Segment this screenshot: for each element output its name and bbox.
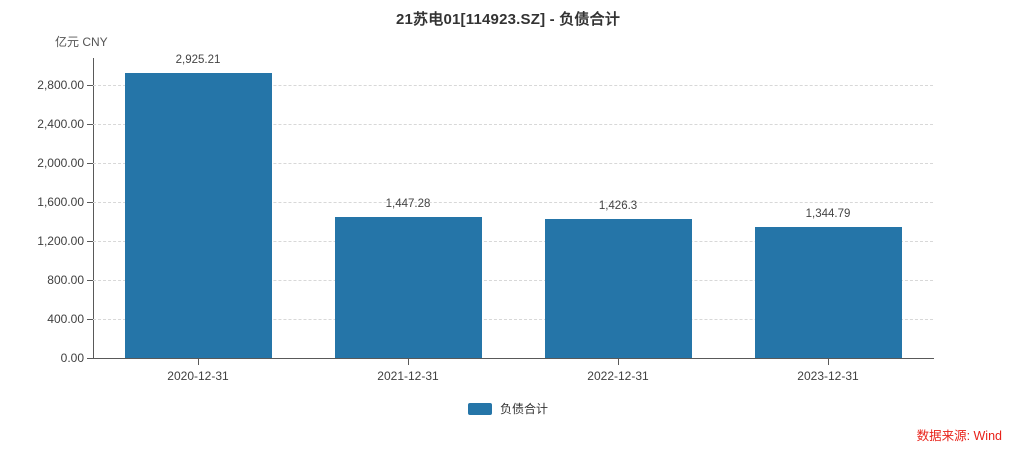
y-axis-tick bbox=[87, 358, 93, 359]
gridline bbox=[93, 163, 933, 164]
x-axis-tick bbox=[408, 359, 409, 365]
bar[interactable] bbox=[124, 72, 272, 358]
y-axis-tick bbox=[87, 124, 93, 125]
page-title: 21苏电01[114923.SZ] - 负债合计 bbox=[395, 11, 621, 28]
y-axis-tick bbox=[87, 163, 93, 164]
gridline bbox=[93, 241, 933, 242]
y-axis-tick-label: 400.00 bbox=[47, 312, 84, 326]
y-axis-line bbox=[93, 58, 94, 359]
legend-swatch-icon bbox=[467, 402, 492, 415]
plot-area bbox=[93, 60, 933, 358]
y-axis-tick-label: 2,400.00 bbox=[37, 117, 84, 131]
y-axis-tick bbox=[87, 319, 93, 320]
bar-value-label: 1,447.28 bbox=[385, 197, 431, 210]
y-axis-tick-labels: 0.00 400.00 800.00 1,200.00 1,600.00 2,000.00… bbox=[0, 60, 84, 365]
x-axis-line bbox=[93, 358, 934, 359]
y-axis-tick bbox=[87, 241, 93, 242]
gridline bbox=[93, 202, 933, 203]
y-axis-tick bbox=[87, 85, 93, 86]
gridline bbox=[93, 280, 933, 281]
y-axis-tick-label: 0.00 bbox=[60, 351, 84, 365]
y-axis-tick-label: 1,600.00 bbox=[37, 195, 84, 209]
y-axis-tick bbox=[87, 280, 93, 281]
gridline bbox=[93, 319, 933, 320]
data-source-note: 数据来源: Wind bbox=[916, 429, 1002, 443]
y-axis-tick bbox=[87, 202, 93, 203]
x-axis-tick bbox=[618, 359, 619, 365]
x-axis-tick bbox=[828, 359, 829, 365]
gridline bbox=[93, 124, 933, 125]
x-axis-ticks bbox=[93, 359, 933, 365]
legend-item-label: 负债合计 bbox=[499, 402, 548, 416]
y-axis-unit-label: 亿元 CNY bbox=[55, 35, 108, 49]
y-axis-tick-label: 2,000.00 bbox=[37, 156, 84, 170]
y-axis-tick-label: 2,800.00 bbox=[37, 78, 84, 92]
bar[interactable] bbox=[754, 226, 902, 358]
bar[interactable] bbox=[334, 216, 482, 358]
y-axis-tick-label: 800.00 bbox=[47, 273, 84, 287]
x-axis-tick-label: 2023-12-31 bbox=[797, 369, 859, 383]
bar-value-label: 2,925.21 bbox=[175, 53, 221, 66]
x-axis-tick-label: 2021-12-31 bbox=[377, 369, 439, 383]
legend-item-负债合计[interactable]: 负债合计 bbox=[467, 400, 548, 417]
x-axis-tick-labels: 2020-12-31 2021-12-31 2022-12-31 2023-12-31 bbox=[93, 369, 933, 389]
y-axis-ticks bbox=[87, 60, 93, 359]
y-axis-tick-label: 1,200.00 bbox=[37, 234, 84, 248]
x-axis-tick bbox=[198, 359, 199, 365]
x-axis-tick-label: 2020-12-31 bbox=[167, 369, 229, 383]
bar-value-label: 1,426.3 bbox=[598, 199, 638, 212]
x-axis-tick-label: 2022-12-31 bbox=[587, 369, 649, 383]
chart-legend: 负债合计 bbox=[0, 400, 1016, 417]
bar[interactable] bbox=[544, 218, 692, 358]
gridline bbox=[93, 85, 933, 86]
bar-value-label: 1,344.79 bbox=[805, 207, 851, 220]
